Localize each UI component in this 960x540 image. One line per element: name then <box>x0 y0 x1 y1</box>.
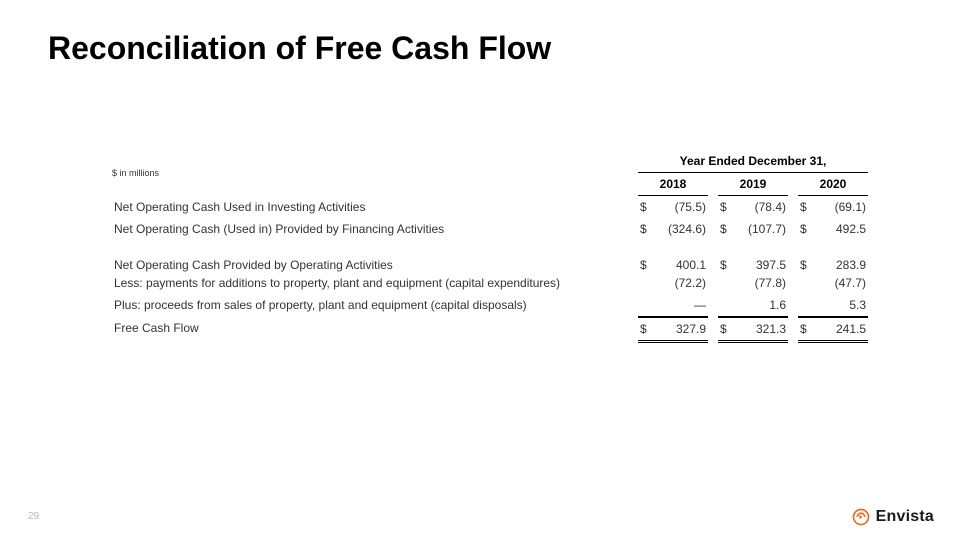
currency-symbol: $ <box>798 196 816 218</box>
header-row-years: 2018 2019 2020 <box>112 173 868 196</box>
currency-symbol: $ <box>798 317 816 343</box>
cell-value: (72.2) <box>656 272 708 294</box>
cell-value: 283.9 <box>816 240 868 272</box>
row-label: Free Cash Flow <box>112 317 638 343</box>
cell-value: — <box>656 294 708 317</box>
cell-value: (324.6) <box>656 218 708 240</box>
cell-value: 492.5 <box>816 218 868 240</box>
cell-value: (107.7) <box>736 218 788 240</box>
cell-value: (75.5) <box>656 196 708 218</box>
cell-value: 400.1 <box>656 240 708 272</box>
cell-value: 5.3 <box>816 294 868 317</box>
currency-symbol: $ <box>718 196 736 218</box>
row-less-capex: Less: payments for additions to property… <box>112 272 868 294</box>
col-year-0: 2018 <box>638 173 708 196</box>
cell-value: 397.5 <box>736 240 788 272</box>
row-label: Net Operating Cash Used in Investing Act… <box>112 196 638 218</box>
row-label: Net Operating Cash (Used in) Provided by… <box>112 218 638 240</box>
currency-symbol: $ <box>718 317 736 343</box>
currency-symbol: $ <box>638 240 656 272</box>
row-operating: Net Operating Cash Provided by Operating… <box>112 240 868 272</box>
cell-value: (78.4) <box>736 196 788 218</box>
row-investing: Net Operating Cash Used in Investing Act… <box>112 196 868 218</box>
currency-symbol: $ <box>718 218 736 240</box>
currency-symbol: $ <box>798 218 816 240</box>
envista-mark-icon <box>852 508 870 526</box>
reconciliation-table: Year Ended December 31, 2018 2019 2020 N… <box>112 150 868 343</box>
row-financing: Net Operating Cash (Used in) Provided by… <box>112 218 868 240</box>
brand-name: Envista <box>876 508 934 526</box>
row-label: Net Operating Cash Provided by Operating… <box>112 240 638 272</box>
currency-symbol: $ <box>638 317 656 343</box>
cell-value: (77.8) <box>736 272 788 294</box>
cell-value: 321.3 <box>736 317 788 343</box>
cell-value: 327.9 <box>656 317 708 343</box>
cell-value: (69.1) <box>816 196 868 218</box>
col-year-1: 2019 <box>718 173 788 196</box>
cell-value: 1.6 <box>736 294 788 317</box>
cell-value: 241.5 <box>816 317 868 343</box>
page-title: Reconciliation of Free Cash Flow <box>48 30 551 67</box>
row-label: Plus: proceeds from sales of property, p… <box>112 294 638 317</box>
brand-logo: Envista <box>852 508 934 526</box>
row-free-cash-flow: Free Cash Flow $ 327.9 $ 321.3 $ 241.5 <box>112 317 868 343</box>
cell-value: (47.7) <box>816 272 868 294</box>
col-year-2: 2020 <box>798 173 868 196</box>
header-row-span: Year Ended December 31, <box>112 150 868 173</box>
slide: { "title": "Reconciliation of Free Cash … <box>0 0 960 540</box>
row-label: Less: payments for additions to property… <box>112 272 638 294</box>
row-plus-disposals: Plus: proceeds from sales of property, p… <box>112 294 868 317</box>
span-header: Year Ended December 31, <box>638 150 868 173</box>
currency-symbol: $ <box>798 240 816 272</box>
currency-symbol: $ <box>638 218 656 240</box>
currency-symbol: $ <box>638 196 656 218</box>
page-number: 29 <box>28 511 39 522</box>
currency-symbol: $ <box>718 240 736 272</box>
